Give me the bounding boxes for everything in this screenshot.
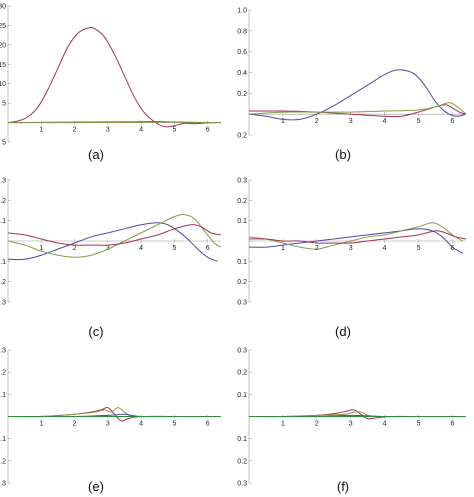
x-tick-label: 5: [417, 118, 421, 125]
x-tick-label: 4: [383, 118, 387, 125]
series-line-1: [248, 409, 466, 420]
x-tick-label: 1: [39, 127, 43, 134]
x-tick-label: 6: [206, 245, 210, 252]
y-tick-label: 0.2: [237, 133, 247, 140]
x-tick-label: 6: [450, 245, 454, 252]
y-tick-label: 20: [0, 42, 6, 49]
y-tick-label: 0.2: [237, 91, 247, 98]
panel-caption: (e): [88, 479, 104, 494]
x-tick-label: 3: [349, 118, 353, 125]
y-tick-label: 0.1: [237, 392, 247, 399]
x-tick-label: 6: [206, 127, 210, 134]
series-line-2: [7, 213, 222, 258]
x-tick-label: 3: [349, 421, 353, 428]
x-tick-label: 5: [172, 421, 176, 428]
y-tick-label: 0.6: [237, 49, 247, 56]
y-tick-label: 0.2: [0, 370, 6, 377]
y-tick-label: 0.8: [237, 28, 247, 35]
series-line-3: [248, 230, 467, 244]
y-tick-label: 0.1: [0, 392, 6, 399]
y-tick-label: 10: [0, 81, 6, 88]
y-tick-label: 0.1: [0, 259, 6, 266]
x-tick-label: 1: [39, 245, 43, 252]
x-tick-label: 5: [172, 127, 176, 134]
y-tick-label: 0.3: [237, 300, 247, 307]
x-tick-label: 5: [417, 245, 421, 252]
y-tick-label: 5: [2, 101, 6, 108]
y-tick-label: 30: [0, 4, 6, 11]
x-tick-label: 5: [172, 245, 176, 252]
x-tick-label: 3: [349, 245, 353, 252]
x-tick-label: 6: [450, 421, 454, 428]
y-tick-label: 0.2: [237, 198, 247, 205]
y-tick-label: 0.3: [0, 481, 6, 488]
x-tick-label: 3: [106, 245, 110, 252]
x-tick-label: 2: [315, 421, 319, 428]
series-line-3: [7, 224, 222, 246]
series-line-2: [7, 407, 221, 418]
x-tick-label: 2: [73, 421, 77, 428]
y-tick-label: 5: [2, 140, 6, 147]
y-tick-label: 0.2: [237, 279, 247, 286]
y-tick-label: 1.0: [237, 8, 247, 15]
x-tick-label: 3: [106, 127, 110, 134]
x-tick-label: 1: [281, 421, 285, 428]
panel-caption: (c): [88, 324, 103, 339]
x-tick-label: 4: [383, 421, 387, 428]
y-tick-label: 0.3: [237, 481, 247, 488]
y-tick-label: 0.1: [0, 436, 6, 443]
y-tick-label: 0.1: [237, 218, 247, 225]
panel-caption: (f): [337, 479, 349, 494]
x-tick-label: 2: [315, 245, 319, 252]
panel-e: 0.3 0.2 0.1 0.1 0.2 0.3 1 2 3 4 5 6 (e): [0, 348, 221, 494]
panel-caption: (a): [88, 147, 104, 162]
y-tick-label: 0.3: [237, 178, 247, 185]
y-tick-label: 0.3: [237, 348, 247, 355]
y-tick-label: 0.2: [0, 279, 6, 286]
y-tick-label: 25: [0, 23, 6, 30]
x-tick-label: 2: [315, 118, 319, 125]
panel-f: 0.3 0.2 0.1 0.1 0.2 0.3 1 2 3 4 5 6 (f): [237, 348, 466, 494]
y-tick-label: 0.2: [0, 458, 6, 465]
panel-d: 0.3 0.2 0.1 0.1 0.2 0.3 1 2 3 4 5 6 (d): [237, 178, 467, 339]
panel-caption: (d): [335, 324, 351, 339]
y-tick-label: 0.3: [0, 178, 6, 185]
x-tick-label: 1: [281, 245, 285, 252]
series-line-2: [248, 104, 467, 118]
x-tick-label: 6: [450, 118, 454, 125]
x-tick-label: 2: [73, 127, 77, 134]
x-tick-label: 1: [281, 118, 285, 125]
y-tick-label: 0.1: [0, 218, 6, 225]
x-tick-label: 5: [417, 421, 421, 428]
series-line-1: [7, 222, 218, 262]
x-tick-label: 4: [139, 421, 143, 428]
y-tick-label: 0.2: [237, 458, 247, 465]
panel-a: 30 25 20 15 10 5 5 1 2 3 4 5 6 (a): [0, 4, 222, 162]
y-tick-label: 0.3: [0, 300, 6, 307]
x-tick-label: 4: [383, 245, 387, 252]
x-tick-label: 3: [106, 421, 110, 428]
series-line-3: [248, 102, 467, 115]
y-tick-label: 0.1: [237, 436, 247, 443]
y-tick-label: 15: [0, 62, 6, 69]
y-tick-label: 0.1: [237, 259, 247, 266]
y-tick-label: 0.4: [237, 70, 247, 77]
x-tick-label: 4: [139, 127, 143, 134]
y-tick-label: 0.3: [0, 348, 6, 355]
y-tick-label: 0.2: [0, 198, 6, 205]
panel-caption: (b): [335, 147, 351, 162]
series-line-2: [248, 222, 463, 250]
series-line-1: [248, 69, 467, 121]
panel-b: 1.0 0.8 0.6 0.4 0.2 0.2 1 2 3 4 5 6 (b): [237, 8, 467, 162]
panel-c: 0.3 0.2 0.1 0.1 0.2 0.3 1 2 3 4 5 6 (c): [0, 178, 222, 339]
series-line-1: [7, 26, 222, 128]
x-tick-label: 2: [73, 245, 77, 252]
x-tick-label: 1: [39, 421, 43, 428]
y-tick-label: 0.2: [237, 370, 247, 377]
x-tick-label: 4: [139, 245, 143, 252]
x-tick-label: 6: [206, 421, 210, 428]
